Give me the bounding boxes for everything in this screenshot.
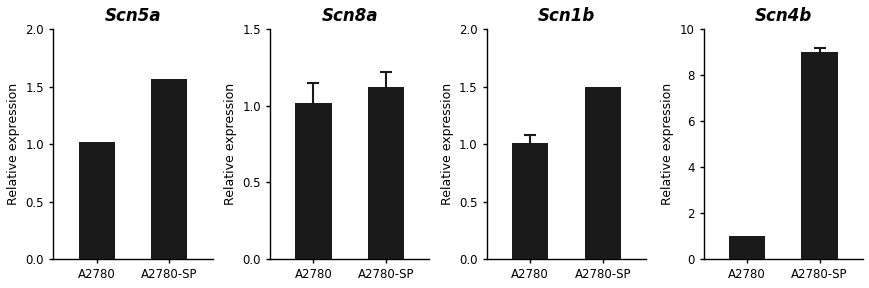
Y-axis label: Relative expression: Relative expression xyxy=(660,83,673,205)
Title: Scn1b: Scn1b xyxy=(537,7,594,25)
Y-axis label: Relative expression: Relative expression xyxy=(223,83,236,205)
Bar xyxy=(368,88,403,259)
Y-axis label: Relative expression: Relative expression xyxy=(7,83,20,205)
Bar xyxy=(295,103,331,259)
Bar xyxy=(800,52,837,259)
Bar xyxy=(151,79,187,259)
Bar xyxy=(584,87,620,259)
Bar xyxy=(512,143,547,259)
Y-axis label: Relative expression: Relative expression xyxy=(440,83,453,205)
Bar xyxy=(728,236,765,259)
Title: Scn5a: Scn5a xyxy=(104,7,161,25)
Title: Scn4b: Scn4b xyxy=(753,7,811,25)
Bar xyxy=(78,142,115,259)
Title: Scn8a: Scn8a xyxy=(321,7,377,25)
